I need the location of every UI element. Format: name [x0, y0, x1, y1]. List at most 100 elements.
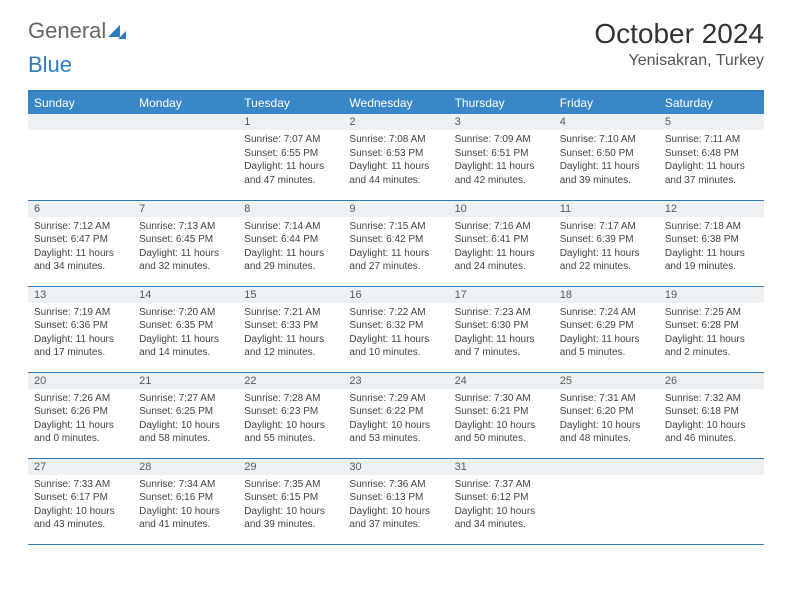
day-number [28, 114, 133, 130]
day-details: Sunrise: 7:16 AMSunset: 6:41 PMDaylight:… [449, 217, 554, 278]
day-number: 14 [133, 287, 238, 303]
calendar-day-cell: 5Sunrise: 7:11 AMSunset: 6:48 PMDaylight… [659, 114, 764, 200]
daylight-text: Daylight: 10 hours and 50 minutes. [455, 419, 548, 446]
calendar-table: Sunday Monday Tuesday Wednesday Thursday… [28, 90, 764, 545]
calendar-week-row: 13Sunrise: 7:19 AMSunset: 6:36 PMDayligh… [28, 286, 764, 372]
weekday-header-row: Sunday Monday Tuesday Wednesday Thursday… [28, 91, 764, 114]
day-details: Sunrise: 7:35 AMSunset: 6:15 PMDaylight:… [238, 475, 343, 536]
sunset-text: Sunset: 6:26 PM [34, 405, 127, 419]
daylight-text: Daylight: 11 hours and 2 minutes. [665, 333, 758, 360]
sunrise-text: Sunrise: 7:08 AM [349, 133, 442, 147]
day-number: 17 [449, 287, 554, 303]
calendar-day-cell: 20Sunrise: 7:26 AMSunset: 6:26 PMDayligh… [28, 372, 133, 458]
daylight-text: Daylight: 10 hours and 37 minutes. [349, 505, 442, 532]
day-details: Sunrise: 7:27 AMSunset: 6:25 PMDaylight:… [133, 389, 238, 450]
calendar-day-cell: 9Sunrise: 7:15 AMSunset: 6:42 PMDaylight… [343, 200, 448, 286]
sunset-text: Sunset: 6:25 PM [139, 405, 232, 419]
day-details: Sunrise: 7:32 AMSunset: 6:18 PMDaylight:… [659, 389, 764, 450]
calendar-day-cell: 29Sunrise: 7:35 AMSunset: 6:15 PMDayligh… [238, 458, 343, 544]
sunset-text: Sunset: 6:16 PM [139, 491, 232, 505]
day-number: 25 [554, 373, 659, 389]
sunrise-text: Sunrise: 7:13 AM [139, 220, 232, 234]
logo-text-general: General [28, 18, 106, 44]
calendar-week-row: 1Sunrise: 7:07 AMSunset: 6:55 PMDaylight… [28, 114, 764, 200]
sunrise-text: Sunrise: 7:22 AM [349, 306, 442, 320]
day-number: 11 [554, 201, 659, 217]
sunrise-text: Sunrise: 7:26 AM [34, 392, 127, 406]
day-details: Sunrise: 7:28 AMSunset: 6:23 PMDaylight:… [238, 389, 343, 450]
daylight-text: Daylight: 11 hours and 42 minutes. [455, 160, 548, 187]
sunset-text: Sunset: 6:17 PM [34, 491, 127, 505]
day-number [133, 114, 238, 130]
weekday-header: Wednesday [343, 91, 448, 114]
calendar-day-cell: 15Sunrise: 7:21 AMSunset: 6:33 PMDayligh… [238, 286, 343, 372]
sunrise-text: Sunrise: 7:10 AM [560, 133, 653, 147]
daylight-text: Daylight: 11 hours and 19 minutes. [665, 247, 758, 274]
sunset-text: Sunset: 6:53 PM [349, 147, 442, 161]
day-number: 26 [659, 373, 764, 389]
sunset-text: Sunset: 6:48 PM [665, 147, 758, 161]
day-number: 19 [659, 287, 764, 303]
daylight-text: Daylight: 11 hours and 22 minutes. [560, 247, 653, 274]
calendar-day-cell [28, 114, 133, 200]
day-details: Sunrise: 7:12 AMSunset: 6:47 PMDaylight:… [28, 217, 133, 278]
sunrise-text: Sunrise: 7:19 AM [34, 306, 127, 320]
day-number: 21 [133, 373, 238, 389]
day-number: 5 [659, 114, 764, 130]
calendar-day-cell: 26Sunrise: 7:32 AMSunset: 6:18 PMDayligh… [659, 372, 764, 458]
sunset-text: Sunset: 6:45 PM [139, 233, 232, 247]
calendar-day-cell: 12Sunrise: 7:18 AMSunset: 6:38 PMDayligh… [659, 200, 764, 286]
sunset-text: Sunset: 6:44 PM [244, 233, 337, 247]
sunrise-text: Sunrise: 7:09 AM [455, 133, 548, 147]
sunrise-text: Sunrise: 7:15 AM [349, 220, 442, 234]
day-number: 31 [449, 459, 554, 475]
calendar-day-cell: 17Sunrise: 7:23 AMSunset: 6:30 PMDayligh… [449, 286, 554, 372]
day-details: Sunrise: 7:15 AMSunset: 6:42 PMDaylight:… [343, 217, 448, 278]
calendar-day-cell: 6Sunrise: 7:12 AMSunset: 6:47 PMDaylight… [28, 200, 133, 286]
day-number: 27 [28, 459, 133, 475]
sunrise-text: Sunrise: 7:24 AM [560, 306, 653, 320]
sunrise-text: Sunrise: 7:32 AM [665, 392, 758, 406]
day-number: 29 [238, 459, 343, 475]
day-number: 2 [343, 114, 448, 130]
day-details: Sunrise: 7:08 AMSunset: 6:53 PMDaylight:… [343, 130, 448, 191]
sunset-text: Sunset: 6:38 PM [665, 233, 758, 247]
calendar-day-cell: 1Sunrise: 7:07 AMSunset: 6:55 PMDaylight… [238, 114, 343, 200]
daylight-text: Daylight: 11 hours and 17 minutes. [34, 333, 127, 360]
day-number: 12 [659, 201, 764, 217]
day-number: 18 [554, 287, 659, 303]
sunrise-text: Sunrise: 7:25 AM [665, 306, 758, 320]
weekday-header: Tuesday [238, 91, 343, 114]
day-details: Sunrise: 7:21 AMSunset: 6:33 PMDaylight:… [238, 303, 343, 364]
calendar-week-row: 6Sunrise: 7:12 AMSunset: 6:47 PMDaylight… [28, 200, 764, 286]
sunrise-text: Sunrise: 7:11 AM [665, 133, 758, 147]
daylight-text: Daylight: 11 hours and 47 minutes. [244, 160, 337, 187]
day-details: Sunrise: 7:36 AMSunset: 6:13 PMDaylight:… [343, 475, 448, 536]
weekday-header: Friday [554, 91, 659, 114]
logo: General [28, 18, 126, 44]
sunrise-text: Sunrise: 7:12 AM [34, 220, 127, 234]
sunset-text: Sunset: 6:15 PM [244, 491, 337, 505]
day-details: Sunrise: 7:19 AMSunset: 6:36 PMDaylight:… [28, 303, 133, 364]
day-number: 9 [343, 201, 448, 217]
logo-text-blue: Blue [28, 52, 764, 78]
daylight-text: Daylight: 11 hours and 12 minutes. [244, 333, 337, 360]
sunset-text: Sunset: 6:55 PM [244, 147, 337, 161]
day-number: 13 [28, 287, 133, 303]
daylight-text: Daylight: 10 hours and 34 minutes. [455, 505, 548, 532]
day-number: 20 [28, 373, 133, 389]
sunset-text: Sunset: 6:21 PM [455, 405, 548, 419]
day-details: Sunrise: 7:13 AMSunset: 6:45 PMDaylight:… [133, 217, 238, 278]
weekday-header: Monday [133, 91, 238, 114]
day-number [554, 459, 659, 475]
day-number: 6 [28, 201, 133, 217]
calendar-day-cell [133, 114, 238, 200]
day-details: Sunrise: 7:31 AMSunset: 6:20 PMDaylight:… [554, 389, 659, 450]
sunrise-text: Sunrise: 7:21 AM [244, 306, 337, 320]
daylight-text: Daylight: 11 hours and 39 minutes. [560, 160, 653, 187]
sunrise-text: Sunrise: 7:16 AM [455, 220, 548, 234]
day-details: Sunrise: 7:18 AMSunset: 6:38 PMDaylight:… [659, 217, 764, 278]
daylight-text: Daylight: 10 hours and 53 minutes. [349, 419, 442, 446]
weekday-header: Saturday [659, 91, 764, 114]
sunrise-text: Sunrise: 7:29 AM [349, 392, 442, 406]
